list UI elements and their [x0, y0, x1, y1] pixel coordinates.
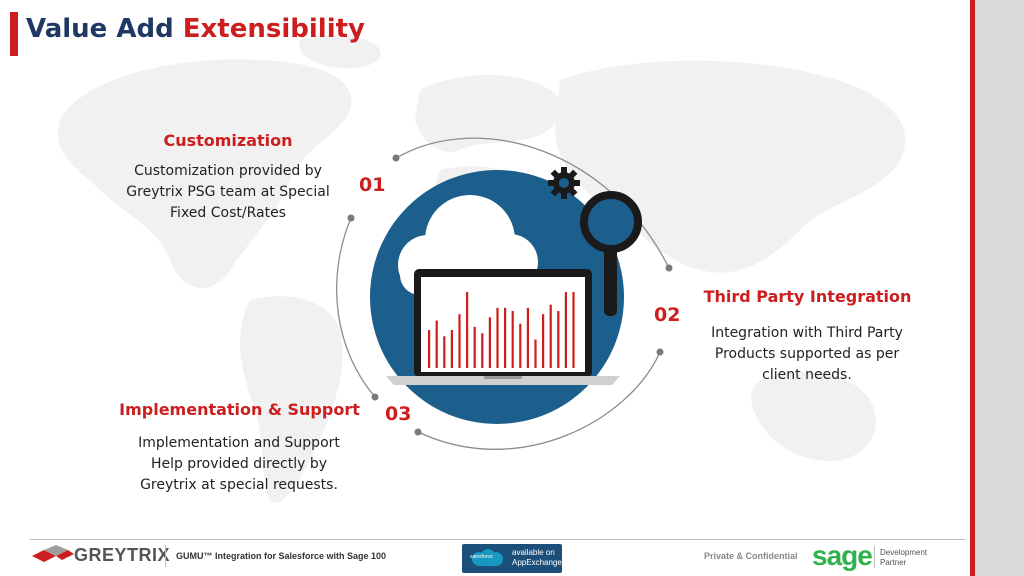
laptop-icon — [386, 269, 620, 385]
confidential-label: Private & Confidential — [704, 551, 798, 561]
item-3-number: 03 — [385, 403, 412, 425]
item-3-description: Implementation and Support Help provided… — [124, 433, 354, 496]
chart-bar — [496, 307, 499, 368]
chart-bar — [534, 339, 537, 368]
item-2-heading: Third Party Integration — [703, 287, 912, 306]
chart-bar — [526, 307, 529, 368]
item-2-description: Integration with Third Party Products su… — [697, 323, 917, 386]
sage-logo: sage — [812, 540, 873, 571]
chart-bar — [504, 307, 507, 368]
sage-partner-line-1: Development — [880, 548, 928, 557]
chart-bar — [443, 336, 446, 368]
arc-dot-1 — [392, 154, 400, 162]
chart-bar — [435, 320, 438, 368]
item-1-line-3: Fixed Cost/Rates — [170, 205, 286, 221]
chart-bar — [481, 333, 484, 368]
chart-bar — [458, 314, 461, 368]
footer-separator — [165, 545, 166, 567]
item-1-heading: Customization — [163, 131, 293, 150]
right-red-stripe — [970, 0, 975, 576]
chart-bar — [519, 323, 522, 368]
chart-bar — [572, 292, 575, 368]
chart-bar — [511, 311, 514, 368]
item-3-line-1: Implementation and Support — [138, 435, 340, 451]
arc-dot-2 — [665, 264, 673, 272]
chart-bar — [450, 330, 453, 368]
salesforce-cloud-icon — [472, 549, 503, 566]
item-3-line-3: Greytrix at special requests. — [140, 477, 338, 493]
laptop-bar-chart — [428, 292, 575, 368]
chart-bar — [466, 292, 469, 368]
footer-divider — [30, 539, 965, 540]
arc-dot-4 — [371, 393, 379, 401]
magnifier-icon — [580, 191, 642, 316]
greytrix-logo-mark — [32, 545, 74, 562]
appexchange-line-2: AppExchange — [512, 558, 562, 567]
arc-dot-5 — [414, 428, 422, 436]
item-3-heading: Implementation & Support — [119, 400, 360, 419]
item-2-line-1: Integration with Third Party — [711, 325, 903, 341]
item-1-line-1: Customization provided by — [134, 163, 322, 179]
item-1-line-2: Greytrix PSG team at Special — [126, 184, 330, 200]
appexchange-line-1: available on — [512, 548, 555, 557]
item-1-number: 01 — [359, 174, 386, 196]
title-part-2: Extensibility — [182, 14, 365, 44]
arc-left — [336, 217, 376, 398]
arc-dot-6 — [656, 348, 664, 356]
greytrix-logo-text: GREYTRIX — [74, 545, 171, 565]
item-2-line-2: Products supported as per — [714, 346, 900, 362]
gear-icon — [548, 167, 580, 199]
chart-bar — [542, 314, 545, 368]
title-accent-bar — [10, 12, 18, 56]
arc-bottom — [417, 351, 661, 450]
footer-product-text: GUMU™ Integration for Salesforce with Sa… — [176, 551, 387, 561]
item-2-number: 02 — [654, 304, 681, 326]
central-illustration — [336, 137, 673, 450]
sage-separator — [874, 546, 875, 568]
appexchange-badge: salesforce available on AppExchange — [462, 544, 562, 573]
chart-bar — [549, 304, 552, 368]
chart-bar — [488, 317, 491, 368]
item-1-description: Customization provided by Greytrix PSG t… — [118, 161, 338, 224]
item-2-line-3: client needs. — [762, 367, 852, 383]
slide-title: Value Add Extensibility — [26, 14, 365, 44]
chart-bar — [557, 311, 560, 368]
salesforce-brand-text: salesforce — [470, 554, 493, 560]
right-grey-band — [975, 0, 1024, 576]
chart-bar — [564, 292, 567, 368]
chart-bar — [428, 330, 431, 368]
arc-dot-3 — [347, 214, 355, 222]
sage-partner-line-2: Partner — [880, 558, 907, 567]
chart-bar — [473, 326, 476, 368]
title-part-1: Value Add — [26, 14, 174, 44]
item-3-line-2: Help provided directly by — [150, 456, 328, 472]
